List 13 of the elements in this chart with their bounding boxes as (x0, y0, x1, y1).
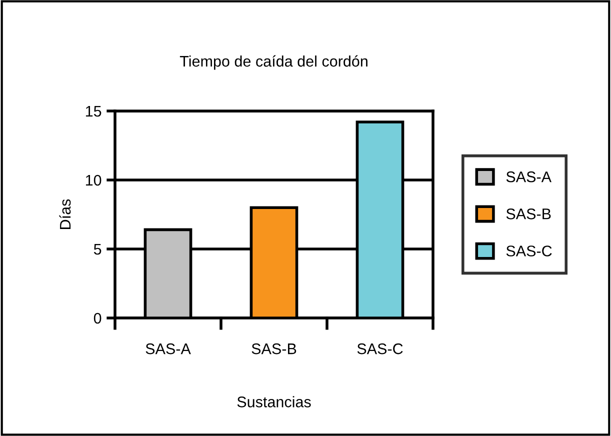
x-axis-title: Sustancias (237, 396, 311, 408)
legend-label: SAS-B (506, 208, 551, 220)
x-tick-label: SAS-B (252, 343, 296, 354)
y-axis-title: Días (59, 199, 71, 229)
x-tick-label: SAS-A (146, 343, 191, 354)
y-tick-label: 10 (86, 174, 102, 186)
chart-title: Tiempo de caída del cordón (180, 55, 368, 70)
y-tick-label: 0 (94, 312, 102, 324)
x-tick-label: SAS-C (357, 343, 403, 354)
y-tick-label: 5 (94, 244, 102, 255)
y-tick-label: 15 (86, 106, 102, 117)
legend-label: SAS-A (506, 171, 552, 182)
legend-label: SAS-C (506, 246, 552, 256)
